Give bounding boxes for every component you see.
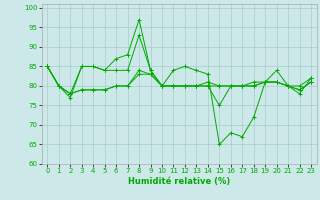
X-axis label: Humidité relative (%): Humidité relative (%) [128, 177, 230, 186]
